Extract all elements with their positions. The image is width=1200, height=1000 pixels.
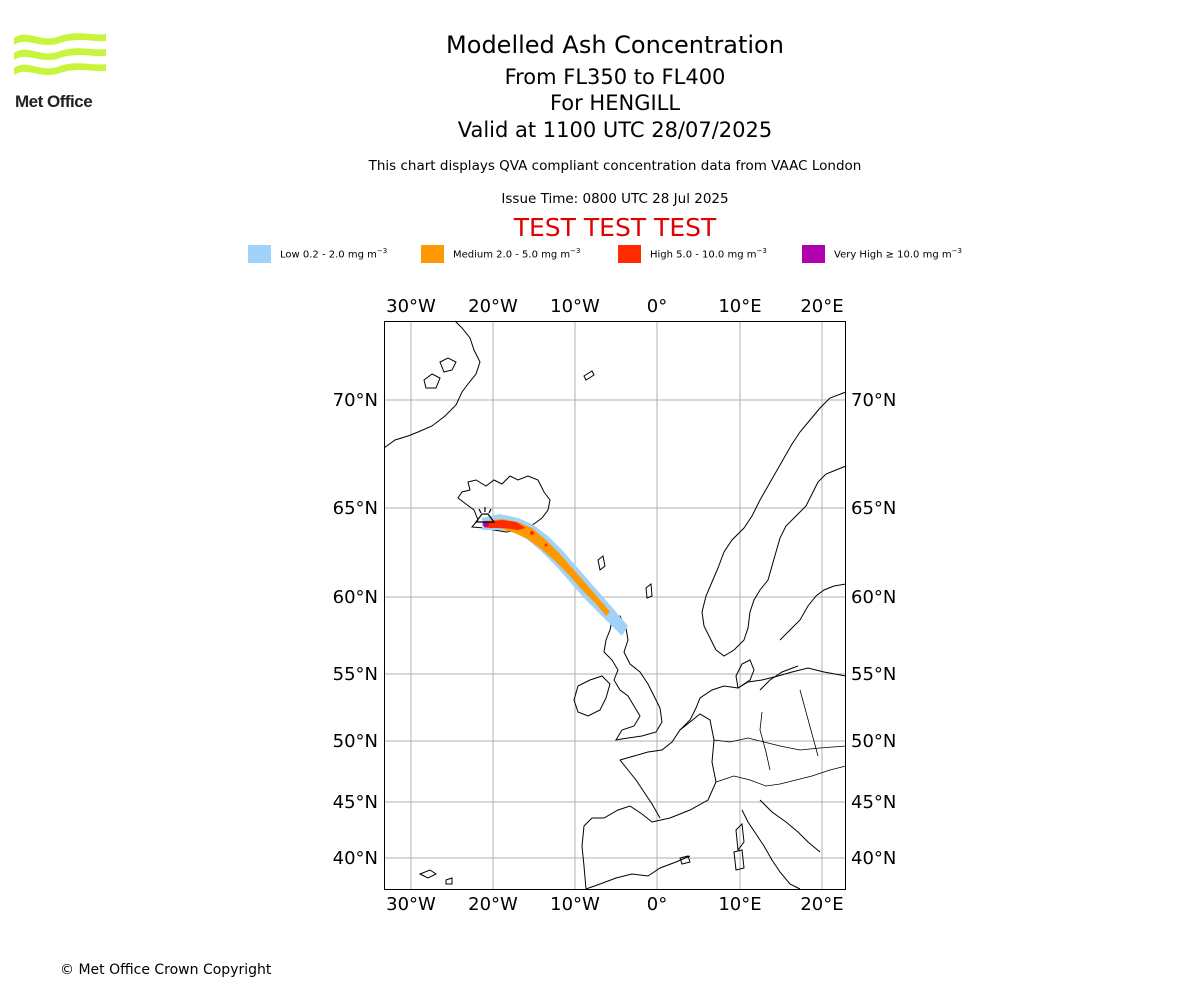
volcano-source-marker [474,507,496,523]
ash-zone-low [482,514,628,636]
coastlines [383,320,847,890]
level-range: From FL350 to FL400 [504,65,726,89]
lat-label: 40°N [333,848,378,869]
lon-label: 30°W [386,296,436,317]
lon-label: 10°E [718,894,761,915]
lon-label: 20°E [800,894,843,915]
lon-label: 0° [647,894,667,915]
valid-time: Valid at 1100 UTC 28/07/2025 [457,118,773,142]
lon-labels-top: 30°W 20°W 10°W 0° 10°E 20°E [386,296,843,317]
legend-item-medium: Medium 2.0 - 5.0 mg m−3 [421,244,580,264]
issue-time: Issue Time: 0800 UTC 28 Jul 2025 [501,191,729,207]
lon-label: 0° [647,296,667,317]
legend-item-high: High 5.0 - 10.0 mg m−3 [618,244,767,264]
lat-label: 40°N [851,848,896,869]
map-frame [384,321,846,890]
met-office-wave-icon [14,33,106,76]
lat-label: 70°N [851,390,896,411]
legend-item-very-high: Very High ≥ 10.0 mg m−3 [802,244,962,264]
lon-label: 30°W [386,894,436,915]
lat-labels-right: 70°N 65°N 60°N 55°N 50°N 45°N 40°N [851,390,896,869]
map-gridlines [384,321,846,889]
lat-label: 60°N [333,587,378,608]
lon-label: 20°W [468,894,518,915]
lat-label: 70°N [333,390,378,411]
logo-text: Met Office [15,92,93,111]
legend-label-low: Low 0.2 - 2.0 mg m−3 [280,247,388,261]
lon-label: 10°W [550,296,600,317]
volcano-name: For HENGILL [549,91,681,115]
lat-label: 55°N [333,664,378,685]
chart-description: This chart displays QVA compliant concen… [368,158,862,174]
lat-label: 50°N [333,731,378,752]
legend-label-medium: Medium 2.0 - 5.0 mg m−3 [453,247,581,261]
legend-label-high: High 5.0 - 10.0 mg m−3 [650,247,767,261]
lat-label: 45°N [333,792,378,813]
lon-label: 20°E [800,296,843,317]
lat-labels-left: 70°N 65°N 60°N 55°N 50°N 45°N 40°N [333,390,378,869]
lat-label: 65°N [851,498,896,519]
lat-label: 60°N [851,587,896,608]
legend-swatch-medium [421,245,444,263]
copyright-notice: © Met Office Crown Copyright [60,962,272,978]
test-banner: TEST TEST TEST [513,213,717,242]
lon-label: 10°E [718,296,761,317]
ash-plume [482,514,628,636]
lat-label: 65°N [333,498,378,519]
legend-item-low: Low 0.2 - 2.0 mg m−3 [248,244,387,264]
chart-title: Modelled Ash Concentration [446,31,784,59]
legend-swatch-low [248,245,271,263]
lon-label: 20°W [468,296,518,317]
lat-label: 45°N [851,792,896,813]
legend-label-very-high: Very High ≥ 10.0 mg m−3 [834,247,962,261]
lat-label: 50°N [851,731,896,752]
lon-labels-bottom: 30°W 20°W 10°W 0° 10°E 20°E [386,894,843,915]
lat-label: 55°N [851,664,896,685]
legend-swatch-very-high [802,245,825,263]
legend-swatch-high [618,245,641,263]
met-office-logo: Met Office [14,30,110,114]
lon-label: 10°W [550,894,600,915]
